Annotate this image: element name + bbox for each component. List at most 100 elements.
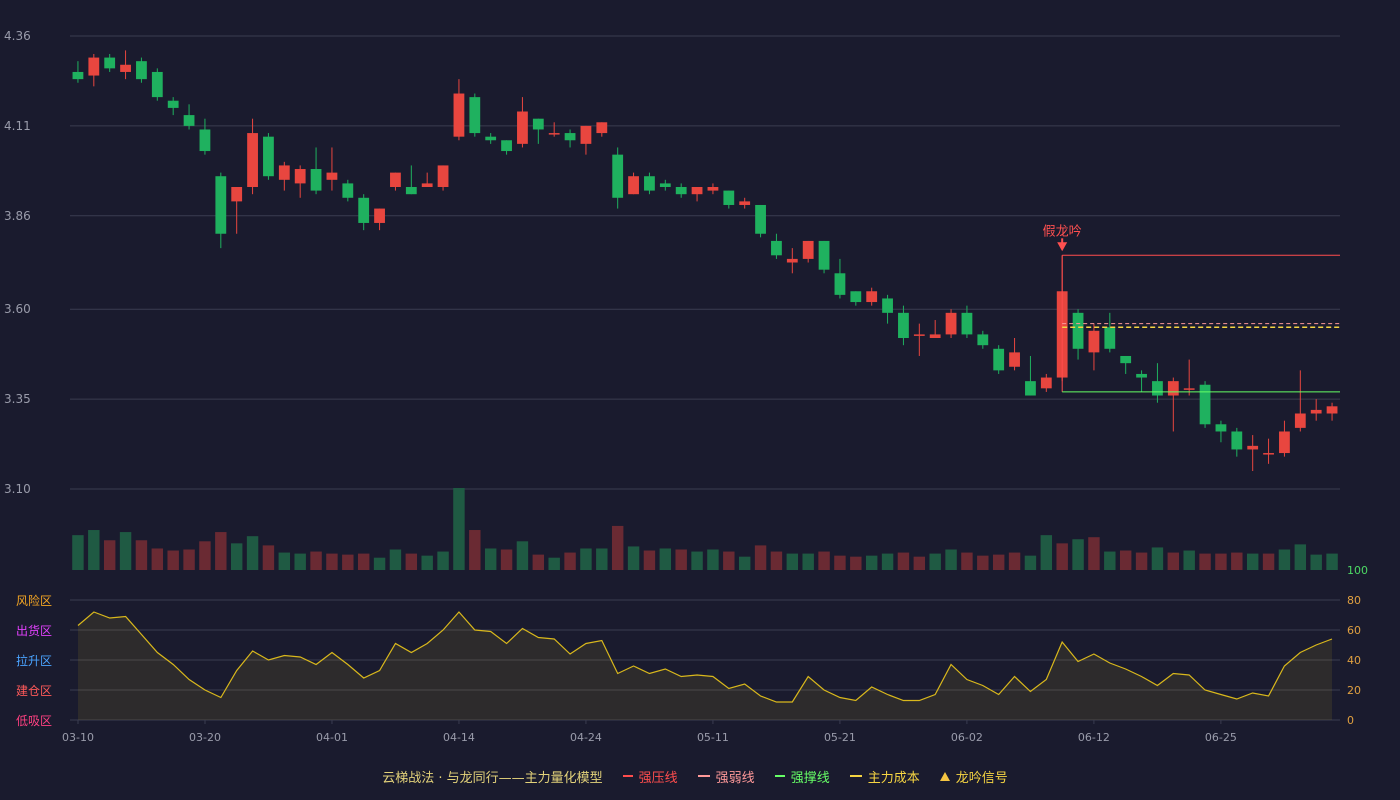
candle-body [469, 97, 481, 134]
volume-bar [707, 549, 719, 570]
volume-bar [1310, 554, 1322, 570]
volume-bar [1278, 549, 1291, 570]
indicator-lines [1061, 254, 1340, 393]
volume-bar [1104, 551, 1116, 570]
volume-bar [453, 488, 465, 570]
volume-bar [1183, 550, 1195, 570]
candle-body [231, 187, 243, 202]
osc-tick-label: 80 [1347, 594, 1361, 607]
candle-body [691, 187, 703, 195]
volume-bar [786, 553, 799, 570]
volume-bar [103, 540, 116, 570]
candle-body [199, 129, 211, 152]
candle-body [866, 291, 878, 303]
candle-body [167, 100, 179, 108]
candle-body [501, 140, 512, 152]
legend-item-strong-support[interactable]: 强撑线 [774, 767, 830, 786]
date-tick-label: 05-21 [824, 731, 856, 744]
candle-body [1263, 453, 1274, 455]
volume-bar [770, 551, 783, 570]
candle-body [644, 176, 655, 191]
date-axis: 03-10 03-20 04-01 04-14 04-24 05-11 05-21 06-02… [62, 720, 1237, 744]
candle-body [136, 61, 147, 80]
candle-body [898, 312, 909, 338]
candle-body [1294, 413, 1306, 428]
volume-bar [643, 550, 656, 570]
volume-bar [199, 541, 211, 570]
volume-bar [929, 553, 941, 570]
legend-item-main-cost[interactable]: 主力成本 [849, 767, 920, 786]
osc-tick-label: 0 [1347, 714, 1354, 727]
volume-bar [278, 552, 291, 570]
candle-body [977, 334, 989, 346]
volume-bar [151, 548, 164, 570]
legend-title: 云梯战法 · 与龙同行——主力量化模型 [382, 770, 603, 786]
osc-tick-label: 20 [1347, 684, 1361, 697]
date-tick-label: 04-01 [316, 731, 348, 744]
volume-bar [135, 540, 148, 570]
volume-bar [1199, 553, 1211, 570]
volume-bar [738, 556, 751, 570]
volume-bar [72, 535, 84, 570]
volume-bar [357, 553, 370, 570]
volume-bar [754, 545, 767, 570]
candle-body [1167, 381, 1179, 396]
candles [72, 50, 1338, 472]
date-tick-label: 03-10 [62, 731, 94, 744]
candle-body [786, 258, 798, 263]
dashed-line-icon [697, 775, 710, 777]
volume-bar [167, 550, 179, 570]
candle-body [802, 240, 814, 259]
zone-label: 风险区 [16, 593, 52, 608]
candle-body [151, 71, 163, 98]
volume-bar [596, 548, 608, 570]
candle-body [453, 93, 465, 137]
candle-body [1215, 424, 1227, 432]
candle-body [342, 183, 354, 198]
legend-item-strong-pressure[interactable]: 强压线 [622, 767, 678, 786]
candle-body [1310, 409, 1322, 414]
volume-bar [865, 555, 878, 570]
candle-body [1247, 445, 1259, 450]
candle-body [1152, 381, 1163, 396]
candle-body [755, 204, 766, 234]
candle-body [1009, 352, 1020, 367]
candle-body [88, 57, 100, 76]
volume-bar [1135, 552, 1148, 570]
oscillator-line [77, 611, 1333, 703]
triangle-icon [939, 771, 950, 781]
volume-bar [881, 553, 894, 570]
osc-tick-label: 40 [1347, 654, 1361, 667]
candle-body [1025, 381, 1036, 396]
candle-body [596, 122, 608, 134]
candle-body [72, 71, 84, 80]
volume-bar [1151, 547, 1164, 570]
legend-label: 主力成本 [867, 770, 920, 786]
candle-body [913, 334, 925, 336]
volume-bar [945, 549, 957, 570]
candle-body [723, 190, 735, 205]
candle-body [1088, 330, 1100, 353]
chart-legend: 云梯战法 · 与龙同行——主力量化模型 强压线 强弱线 强撑线 主力成本 龙吟信… [0, 766, 1400, 786]
volume-bar [310, 551, 322, 570]
candle-body [278, 165, 290, 180]
candle-body [580, 125, 592, 144]
osc-tick-label: 60 [1347, 624, 1361, 637]
volume-bar [326, 553, 338, 570]
volume-bar [913, 556, 926, 570]
candle-body [612, 154, 624, 198]
volume-bar [262, 545, 275, 570]
legend-item-dragon-signal[interactable]: 龙吟信号 [939, 767, 1008, 786]
volume-bar [437, 551, 449, 570]
candle-body [421, 183, 433, 187]
candle-body [659, 183, 671, 187]
zone-label: 低吸区 [16, 714, 52, 728]
candle-body [1072, 312, 1084, 349]
candle-body [993, 348, 1005, 371]
volume-bar [215, 532, 227, 570]
candle-body [1183, 388, 1195, 390]
volume-bar [1056, 543, 1068, 570]
legend-item-strength-line[interactable]: 强弱线 [697, 767, 755, 786]
